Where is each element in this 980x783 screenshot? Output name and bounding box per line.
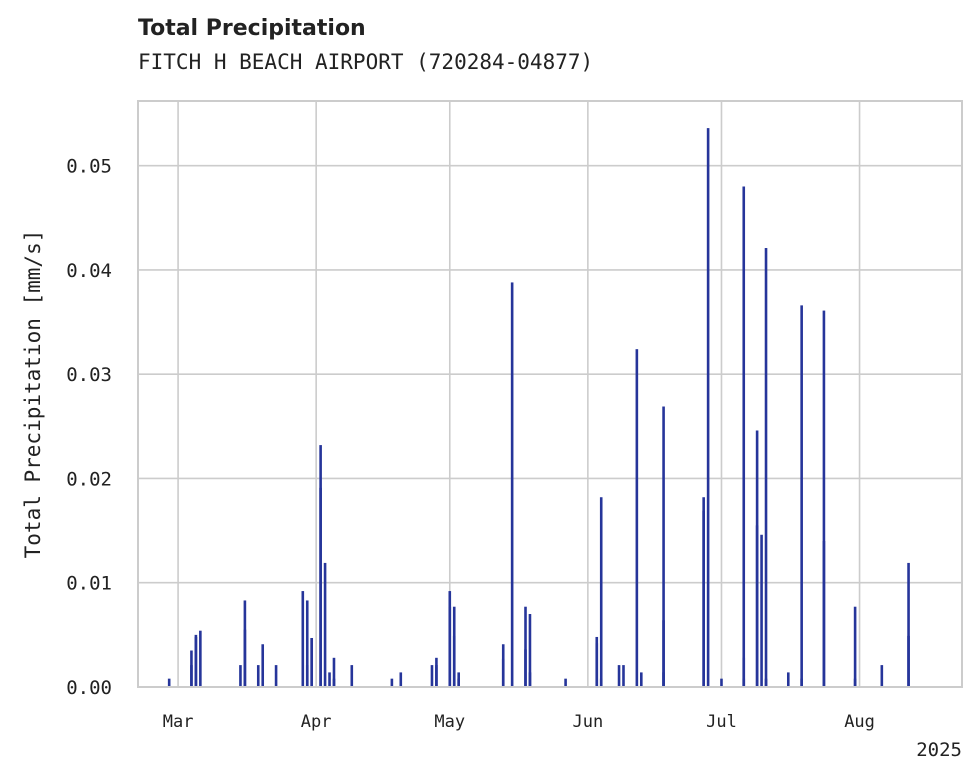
- precip-bar: [435, 665, 438, 687]
- precip-bar: [617, 665, 621, 687]
- precip-bar: [332, 678, 336, 687]
- x-tick-label: Aug: [844, 712, 875, 732]
- precip-bar: [760, 534, 763, 687]
- precip-bar: [452, 606, 456, 687]
- y-tick-label: 0.03: [66, 364, 112, 386]
- precip-bar: [310, 637, 314, 687]
- precip-bar: [907, 562, 910, 687]
- precip-bar: [786, 672, 790, 687]
- precip-bar: [301, 591, 305, 687]
- precip-bar: [239, 665, 242, 687]
- precip-bar: [243, 600, 247, 687]
- precip-bar: [390, 678, 394, 687]
- precip-bar: [194, 634, 198, 687]
- precip-bar: [720, 678, 723, 687]
- precip-bar: [880, 665, 884, 687]
- precip-bar: [190, 650, 193, 687]
- precip-bar: [332, 657, 336, 687]
- precip-bar: [274, 665, 278, 687]
- precip-bar: [595, 636, 599, 687]
- precip-bar: [742, 186, 746, 688]
- precip-bar: [501, 658, 505, 687]
- precip-bar: [564, 678, 567, 687]
- precip-bar: [742, 678, 746, 687]
- precip-bar: [822, 541, 826, 687]
- precip-bar: [706, 128, 710, 687]
- precip-bar: [319, 445, 322, 687]
- grid-layer: [138, 101, 962, 688]
- precip-bar: [662, 620, 665, 687]
- precip-bar: [662, 672, 665, 687]
- precip-bar: [853, 606, 857, 687]
- precip-bar: [853, 678, 857, 687]
- precip-bar: [199, 630, 202, 687]
- precip-bar: [800, 678, 803, 687]
- precip-bar: [742, 657, 746, 687]
- x-tick-label: Jul: [706, 712, 737, 732]
- chart-title: Total Precipitation: [138, 16, 366, 41]
- precip-bar: [524, 606, 527, 687]
- precip-bar: [822, 310, 826, 687]
- precip-bar: [528, 672, 532, 687]
- precip-bar: [755, 430, 759, 687]
- precip-bar: [510, 282, 514, 687]
- precip-bar: [662, 406, 665, 687]
- precip-bar: [764, 678, 768, 687]
- x-tick-label: Jun: [573, 712, 604, 732]
- precip-bar: [399, 672, 403, 687]
- y-tick-label: 0.01: [66, 573, 112, 595]
- precip-bar: [305, 600, 309, 687]
- precip-bar: [448, 591, 452, 687]
- x-tick-label: Mar: [163, 712, 194, 732]
- chart-subtitle: FITCH H BEACH AIRPORT (720284-04877): [138, 50, 594, 74]
- x-tick-label: Apr: [301, 712, 332, 732]
- precip-bar: [328, 672, 331, 687]
- precip-bar: [430, 665, 434, 687]
- precip-bar: [528, 614, 532, 687]
- precip-bar: [261, 644, 265, 687]
- x-axis-year-label: 2025: [916, 739, 962, 761]
- precip-bar: [350, 665, 354, 687]
- precip-bar: [167, 678, 171, 687]
- precip-bar: [702, 497, 705, 687]
- y-tick-label: 0.02: [66, 468, 112, 490]
- y-tick-label: 0.04: [66, 260, 112, 282]
- plot-frame: [137, 100, 963, 688]
- precip-bar: [800, 305, 803, 687]
- precip-bar: [764, 248, 768, 687]
- precip-bar: [599, 497, 603, 687]
- precip-bar: [256, 665, 260, 687]
- precip-bar: [622, 665, 625, 687]
- precip-bar: [599, 678, 603, 687]
- precip-bar: [907, 635, 910, 687]
- precip-bar: [323, 562, 327, 687]
- y-tick-label: 0.05: [66, 156, 112, 178]
- y-axis-label: Total Precipitation [mm/s]: [21, 230, 45, 559]
- ticks-layer: 0.00 0.01 0.02 0.03 0.04 0.05 Mar Apr May Jun Jul A…: [66, 156, 875, 732]
- bars-layer: [167, 128, 910, 688]
- precip-bar: [640, 672, 643, 687]
- precip-bar: [457, 678, 460, 687]
- y-tick-label: 0.00: [66, 677, 112, 699]
- precip-bar: [635, 349, 639, 687]
- x-tick-label: May: [434, 712, 465, 732]
